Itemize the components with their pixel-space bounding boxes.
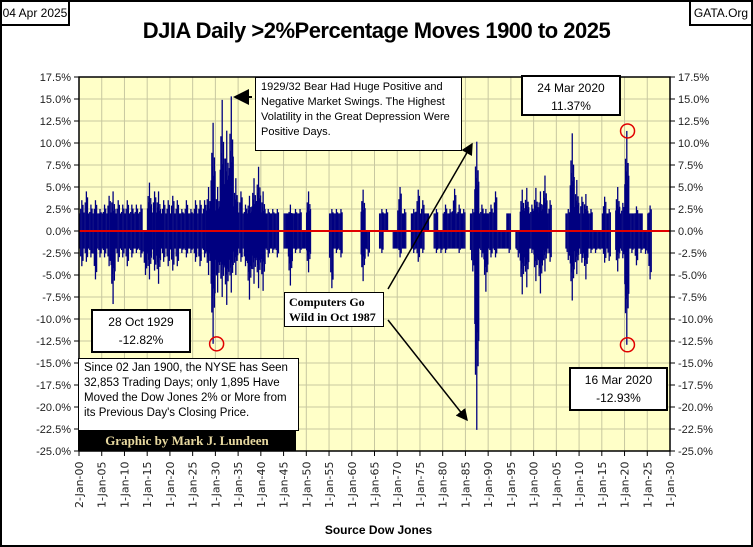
y-tick-label-right: -7.5% xyxy=(678,292,707,304)
y-tick-label-right: 10.0% xyxy=(678,138,709,150)
chart-title: DJIA Daily >2%Percentage Moves 1900 to 2… xyxy=(142,18,611,43)
callout-date: 28 Oct 1929 xyxy=(108,315,174,329)
callout-date: 16 Mar 2020 xyxy=(584,373,653,387)
x-tick-label: 1-Jan-20 xyxy=(619,461,632,508)
y-tick-label-right: -2.5% xyxy=(678,248,707,260)
y-tick-label-left: -25.0% xyxy=(36,446,71,458)
callout-28-oct-1929: 28 Oct 1929 -12.82% xyxy=(91,309,191,353)
x-tick-label: 1-Jan-30 xyxy=(664,461,677,508)
y-tick-label-left: -2.5% xyxy=(42,248,71,260)
x-tick-label: 1-Jan-10 xyxy=(573,461,586,508)
y-tick-label-left: 10.0% xyxy=(40,138,71,150)
x-tick-label: 1-Jan-95 xyxy=(505,461,518,508)
y-tick-label-left: 0.0% xyxy=(46,226,71,238)
y-tick-label-left: -7.5% xyxy=(42,292,71,304)
x-tick-label: 1-Jan-25 xyxy=(187,461,200,508)
x-tick-label: 1-Jan-15 xyxy=(596,461,609,508)
x-tick-label: 1-Jan-05 xyxy=(550,461,563,508)
y-tick-label-left: -15.0% xyxy=(36,358,71,370)
y-tick-label-right: -22.5% xyxy=(678,424,713,436)
x-tick-label: 1-Jan-55 xyxy=(323,461,336,508)
y-tick-label-right: 2.5% xyxy=(678,204,703,216)
y-tick-label-left: 12.5% xyxy=(40,116,71,128)
y-tick-label-left: -10.0% xyxy=(36,314,71,326)
date-label: 04 Apr 2025 xyxy=(2,2,70,26)
y-tick-label-left: 5.0% xyxy=(46,182,71,194)
x-tick-label: 1-Jan-05 xyxy=(96,461,109,508)
callout-date: 24 Mar 2020 xyxy=(537,81,605,95)
y-tick-label-left: -5.0% xyxy=(42,270,71,282)
x-tick-label: 1-Jan-60 xyxy=(346,461,359,508)
y-tick-label-left: 15.0% xyxy=(40,94,71,106)
arrow-1987-down xyxy=(387,319,468,422)
x-axis-title: Source Dow Jones xyxy=(324,523,433,537)
x-tick-label: 1-Jan-00 xyxy=(528,461,541,508)
y-tick-label-right: 0.0% xyxy=(678,226,703,238)
y-tick-label-right: -25.0% xyxy=(678,446,713,458)
y-tick-label-right: -15.0% xyxy=(678,358,713,370)
callout-16-mar-2020: 16 Mar 2020 -12.93% xyxy=(569,367,668,411)
y-tick-label-right: 5.0% xyxy=(678,182,703,194)
x-tick-label: 1-Jan-10 xyxy=(118,461,131,508)
site-label: GATA.Org xyxy=(689,2,751,26)
annotation-computers-1987: Computers Go Wild in Oct 1987 xyxy=(284,292,384,327)
arrow-1987-up xyxy=(387,142,473,290)
credit-label: Graphic by Mark J. Lundeen xyxy=(78,430,296,451)
callout-value: -12.93% xyxy=(596,391,641,405)
x-tick-label: 1-Jan-50 xyxy=(300,461,313,508)
y-tick-label-right: 17.5% xyxy=(678,72,709,84)
y-tick-label-left: 7.5% xyxy=(46,160,71,172)
y-tick-label-left: -22.5% xyxy=(36,424,71,436)
x-tick-label: 1-Jan-40 xyxy=(255,461,268,508)
y-tick-label-left: 2.5% xyxy=(46,204,71,216)
y-tick-label-left: 17.5% xyxy=(40,72,71,84)
highlight-circle xyxy=(619,337,636,353)
x-tick-label: 2-Jan-00 xyxy=(73,461,86,508)
y-tick-label-right: -17.5% xyxy=(678,380,713,392)
x-tick-label: 1-Jan-45 xyxy=(278,461,291,508)
x-tick-label: 1-Jan-20 xyxy=(164,461,177,508)
y-tick-label-right: 12.5% xyxy=(678,116,709,128)
x-tick-label: 1-Jan-75 xyxy=(414,461,427,508)
highlight-circle xyxy=(208,336,225,352)
callout-24-mar-2020: 24 Mar 2020 11.37% xyxy=(521,75,621,116)
y-tick-label-right: -10.0% xyxy=(678,314,713,326)
annotation-summary: Since 02 Jan 1900, the NYSE has Seen 32,… xyxy=(78,358,299,431)
x-tick-label: 1-Jan-65 xyxy=(369,461,382,508)
x-tick-label: 1-Jan-85 xyxy=(459,461,472,508)
x-tick-label: 1-Jan-90 xyxy=(482,461,495,508)
y-tick-label-right: 7.5% xyxy=(678,160,703,172)
x-tick-label: 1-Jan-35 xyxy=(232,461,245,508)
highlight-circle xyxy=(619,123,636,139)
x-tick-label: 1-Jan-15 xyxy=(141,461,154,508)
x-tick-label: 1-Jan-80 xyxy=(437,461,450,508)
y-tick-label-right: -5.0% xyxy=(678,270,707,282)
x-tick-label: 1-Jan-70 xyxy=(391,461,404,508)
callout-value: 11.37% xyxy=(551,99,591,113)
annotation-1929-bear: 1929/32 Bear Had Huge Positive and Negat… xyxy=(255,77,462,151)
y-tick-label-left: -12.5% xyxy=(36,336,71,348)
y-tick-label-left: -17.5% xyxy=(36,380,71,392)
callout-value: -12.82% xyxy=(118,333,164,347)
y-tick-label-right: 15.0% xyxy=(678,94,709,106)
y-tick-label-left: -20.0% xyxy=(36,402,71,414)
x-tick-label: 1-Jan-25 xyxy=(641,461,654,508)
x-tick-label: 1-Jan-30 xyxy=(209,461,222,508)
y-tick-label-right: -12.5% xyxy=(678,336,713,348)
y-tick-label-right: -20.0% xyxy=(678,402,713,414)
